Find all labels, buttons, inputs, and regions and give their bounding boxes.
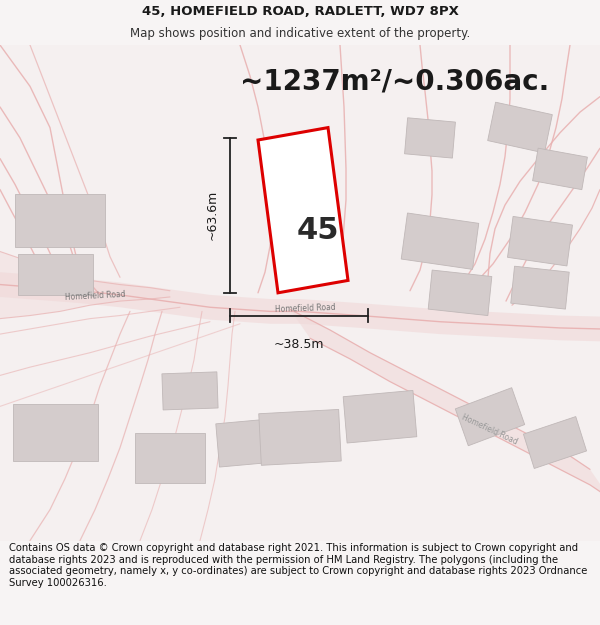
Polygon shape xyxy=(216,418,284,467)
Text: ~38.5m: ~38.5m xyxy=(274,338,324,351)
Polygon shape xyxy=(533,148,587,189)
Polygon shape xyxy=(162,372,218,410)
Polygon shape xyxy=(0,251,170,319)
Polygon shape xyxy=(523,417,587,469)
Polygon shape xyxy=(508,216,572,266)
Polygon shape xyxy=(17,254,92,295)
Polygon shape xyxy=(511,266,569,309)
Text: Homefield Road: Homefield Road xyxy=(64,290,125,302)
Polygon shape xyxy=(259,409,341,465)
Polygon shape xyxy=(343,391,417,443)
Text: 45, HOMEFIELD ROAD, RADLETT, WD7 8PX: 45, HOMEFIELD ROAD, RADLETT, WD7 8PX xyxy=(142,5,458,18)
Polygon shape xyxy=(455,388,524,446)
Polygon shape xyxy=(135,433,205,482)
Text: Homefield Road: Homefield Road xyxy=(274,302,335,314)
Polygon shape xyxy=(13,404,97,461)
Polygon shape xyxy=(428,270,492,316)
Text: Homefield Road: Homefield Road xyxy=(461,412,520,446)
Text: ~63.6m: ~63.6m xyxy=(205,190,218,241)
Text: Contains OS data © Crown copyright and database right 2021. This information is : Contains OS data © Crown copyright and d… xyxy=(9,543,587,588)
Polygon shape xyxy=(488,102,553,153)
Text: ~1237m²/~0.306ac.: ~1237m²/~0.306ac. xyxy=(240,67,549,95)
Text: Map shows position and indicative extent of the property.: Map shows position and indicative extent… xyxy=(130,28,470,40)
Polygon shape xyxy=(258,127,348,292)
Polygon shape xyxy=(404,118,455,158)
Polygon shape xyxy=(0,272,600,341)
Polygon shape xyxy=(290,309,600,498)
Text: 45: 45 xyxy=(297,216,339,246)
Polygon shape xyxy=(15,194,105,248)
Polygon shape xyxy=(401,213,479,269)
